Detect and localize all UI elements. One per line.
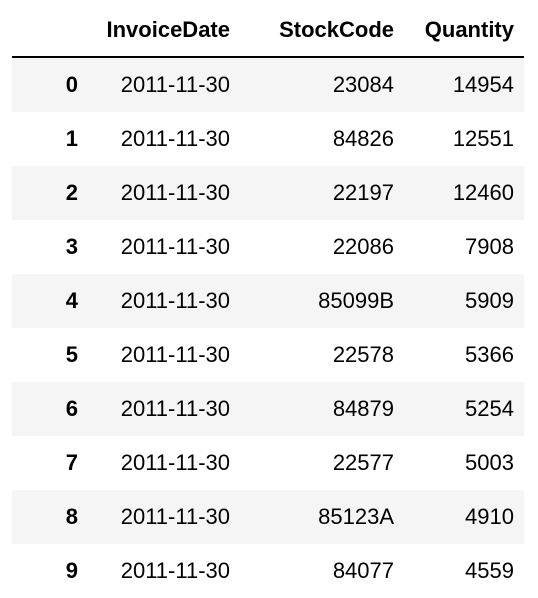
row-index: 8: [65, 504, 78, 529]
quantity-cell: 12551: [452, 126, 514, 151]
stockcode-cell: 84879: [332, 396, 394, 421]
stockcode-cell: 85123A: [318, 504, 394, 529]
quantity-cell: 5366: [465, 342, 514, 367]
row-index: 3: [65, 234, 78, 259]
stockcode-cell: 84077: [332, 558, 394, 583]
quantity-cell: 4910: [465, 504, 514, 529]
stockcode-cell: 22086: [332, 234, 394, 259]
dataframe-table: InvoiceDate StockCode Quantity 0 2011-11…: [12, 4, 524, 598]
table-row: 0 2011-11-30 23084 14954: [12, 57, 524, 112]
stockcode-cell: 22577: [332, 450, 394, 475]
table-row: 2 2011-11-30 22197 12460: [12, 166, 524, 220]
invoicedate-cell: 2011-11-30: [120, 72, 230, 97]
row-index: 5: [65, 342, 78, 367]
quantity-cell: 4559: [465, 558, 514, 583]
stockcode-cell: 23084: [332, 72, 394, 97]
stockcode-cell: 84826: [332, 126, 394, 151]
invoicedate-cell: 2011-11-30: [120, 288, 230, 313]
row-index: 4: [65, 288, 78, 313]
table-row: 4 2011-11-30 85099B 5909: [12, 274, 524, 328]
invoicedate-cell: 2011-11-30: [120, 450, 230, 475]
table-row: 1 2011-11-30 84826 12551: [12, 112, 524, 166]
stockcode-cell: 85099B: [318, 288, 394, 313]
row-index: 7: [65, 450, 78, 475]
quantity-column-header: Quantity: [404, 4, 524, 58]
invoicedate-column-header: InvoiceDate: [88, 4, 240, 58]
row-index: 9: [65, 558, 78, 583]
table-header: InvoiceDate StockCode Quantity: [12, 4, 524, 58]
table-row: 8 2011-11-30 85123A 4910: [12, 490, 524, 544]
table-row: 7 2011-11-30 22577 5003: [12, 436, 524, 490]
invoicedate-cell: 2011-11-30: [120, 126, 230, 151]
invoicedate-cell: 2011-11-30: [120, 558, 230, 583]
table-row: 6 2011-11-30 84879 5254: [12, 382, 524, 436]
row-index: 0: [65, 72, 78, 97]
table-row: 9 2011-11-30 84077 4559: [12, 544, 524, 598]
invoicedate-cell: 2011-11-30: [120, 504, 230, 529]
quantity-cell: 7908: [465, 234, 514, 259]
quantity-cell: 12460: [452, 180, 514, 205]
quantity-cell: 5003: [465, 450, 514, 475]
index-column-header: [12, 4, 88, 58]
header-row: InvoiceDate StockCode Quantity: [12, 4, 524, 58]
quantity-cell: 14954: [452, 72, 514, 97]
row-index: 6: [65, 396, 78, 421]
invoicedate-cell: 2011-11-30: [120, 342, 230, 367]
quantity-cell: 5254: [465, 396, 514, 421]
table-row: 3 2011-11-30 22086 7908: [12, 220, 524, 274]
stockcode-cell: 22578: [332, 342, 394, 367]
invoicedate-cell: 2011-11-30: [120, 234, 230, 259]
table-body: 0 2011-11-30 23084 14954 1 2011-11-30 84…: [12, 57, 524, 598]
stockcode-column-header: StockCode: [240, 4, 404, 58]
invoicedate-cell: 2011-11-30: [120, 396, 230, 421]
row-index: 2: [65, 180, 78, 205]
quantity-cell: 5909: [465, 288, 514, 313]
table-row: 5 2011-11-30 22578 5366: [12, 328, 524, 382]
row-index: 1: [65, 126, 78, 151]
stockcode-cell: 22197: [332, 180, 394, 205]
invoicedate-cell: 2011-11-30: [120, 180, 230, 205]
